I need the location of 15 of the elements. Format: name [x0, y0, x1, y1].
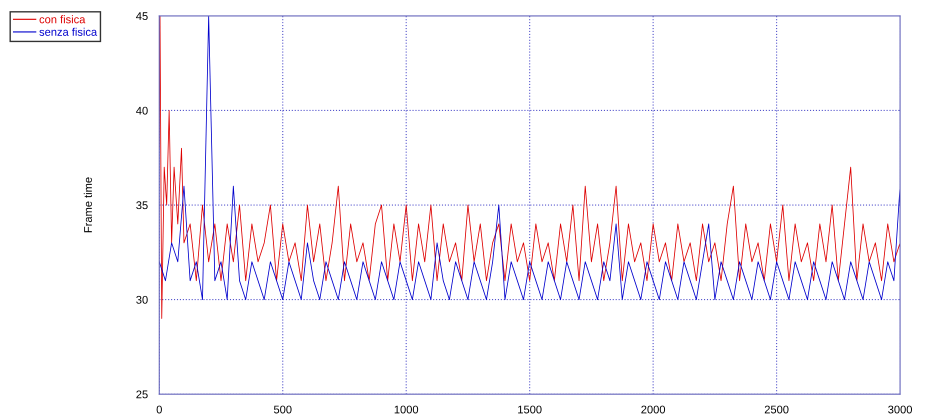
y-tick-label: 35	[136, 201, 148, 210]
x-tick-label: 0	[156, 406, 162, 414]
x-tick-label: 1500	[518, 406, 542, 414]
y-tick-label: 25	[136, 390, 148, 398]
y-tick-label: 45	[136, 12, 148, 20]
y-axis-title: Frame time	[84, 177, 92, 232]
legend-label: con fisica	[40, 15, 86, 24]
x-tick-label: 3000	[888, 406, 912, 414]
x-tick-label: 2000	[641, 406, 666, 414]
y-tick-label: 30	[136, 296, 148, 304]
x-tick-label: 500	[274, 406, 292, 414]
legend-label: senza fisica	[39, 28, 98, 36]
x-tick-label: 1000	[394, 406, 418, 414]
y-tick-label: 40	[136, 106, 148, 115]
x-tick-label: 2500	[764, 406, 789, 414]
